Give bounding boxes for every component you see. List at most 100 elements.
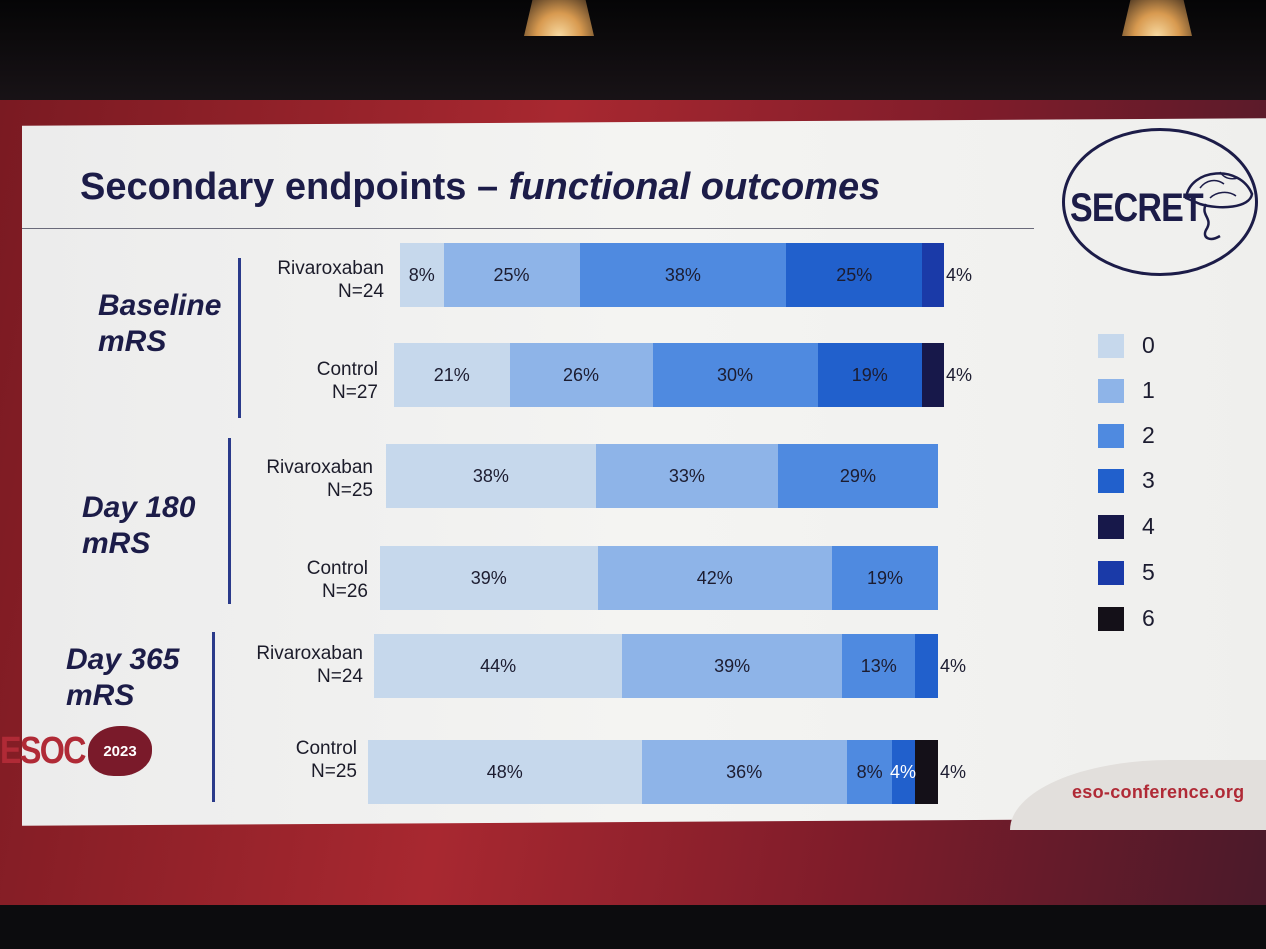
row-label: Rivaroxaban N=24 [256, 643, 363, 687]
bar-segment: 13% [842, 634, 916, 698]
data-label: 44% [480, 655, 517, 676]
bar-segment: 8% [846, 740, 893, 804]
conference-url: eso-conference.org [1072, 782, 1245, 802]
group-label-day365: Day 365 mRS [66, 643, 180, 712]
bar-segment: 19% [831, 546, 938, 610]
brain-icon [1184, 171, 1254, 241]
data-label: 30% [716, 364, 754, 385]
bar-row: 21% 26% 30% 19% [394, 343, 944, 407]
legend-item-1: 1 [1098, 377, 1155, 404]
bar-row: 44% 39% 13% [374, 634, 938, 698]
legend-item-6: 6 [1098, 605, 1155, 632]
bar-segment: 30% [652, 343, 818, 407]
legend-swatch-6 [1098, 606, 1124, 631]
group-bracket-baseline [238, 258, 241, 418]
bar-segment [915, 634, 938, 698]
legend-label-4: 4 [1142, 513, 1155, 539]
bar-segment [922, 343, 944, 407]
row-label: Control N=27 [316, 359, 378, 403]
legend-label-6: 6 [1142, 605, 1155, 631]
legend-item-5: 5 [1098, 559, 1155, 586]
row-label: Rivaroxaban N=24 [277, 258, 384, 302]
room-ceiling [0, 0, 1266, 110]
legend-label-2: 2 [1142, 422, 1155, 448]
legend-item-2: 2 [1098, 422, 1155, 449]
bar-segment: 19% [817, 343, 922, 407]
data-label: 21% [433, 364, 470, 385]
bar-segment [922, 243, 944, 307]
row-label: Rivaroxaban N=25 [266, 457, 373, 501]
legend-swatch-1 [1098, 378, 1124, 403]
bar-segment: 44% [374, 634, 623, 698]
legend-item-4: 4 [1098, 513, 1155, 540]
legend-swatch-4 [1098, 514, 1124, 539]
legend-item-3: 3 [1098, 467, 1155, 494]
bar-segment [892, 740, 916, 804]
data-label: 13% [860, 655, 897, 676]
bar-row: 48% 36% 8% [368, 740, 938, 804]
data-label: 39% [470, 567, 507, 588]
bar-segment: 25% [443, 243, 580, 307]
data-label-outside: 4% [940, 762, 967, 782]
bar-segment: 42% [597, 546, 832, 610]
data-label: 36% [726, 761, 763, 782]
data-label: 38% [472, 465, 509, 486]
data-label: 25% [836, 264, 873, 285]
bar-segment: 29% [777, 444, 938, 508]
row-label: Control N=25 [295, 738, 357, 782]
data-label: 48% [486, 761, 523, 782]
data-label: 25% [493, 264, 530, 285]
bar-segment: 39% [622, 634, 843, 698]
bar-segment: 38% [579, 243, 787, 307]
esoc-logo-badge: 2023 [88, 726, 152, 776]
slide-title-main: Secondary endpoints – [80, 166, 509, 208]
legend-label-0: 0 [1142, 332, 1155, 358]
bar-segment: 38% [386, 444, 596, 508]
data-label-outside: 4% [946, 365, 973, 385]
legend-swatch-0 [1098, 333, 1124, 358]
slide-title-italic: functional outcomes [508, 166, 881, 208]
legend-swatch-2 [1098, 423, 1124, 448]
data-label-outside: 4% [890, 762, 917, 782]
group-label-baseline: Baseline mRS [98, 289, 222, 358]
bar-row: 39% 42% 19% [380, 546, 938, 610]
bar-segment: 33% [595, 444, 778, 508]
data-label: 42% [696, 567, 733, 588]
legend-label-3: 3 [1142, 467, 1155, 493]
bar-segment: 26% [509, 343, 653, 407]
secret-logo [1062, 128, 1258, 276]
data-label-outside: 4% [946, 265, 973, 285]
bar-segment: 21% [394, 343, 510, 407]
slide-title: Secondary endpoints – functional outcome… [80, 166, 880, 209]
data-label: 33% [668, 465, 705, 486]
legend-swatch-5 [1098, 560, 1124, 585]
data-label: 39% [714, 655, 751, 676]
legend-label-5: 5 [1142, 559, 1155, 585]
bar-segment: 25% [786, 243, 923, 307]
bar-segment: 36% [641, 740, 847, 804]
data-label: 19% [851, 364, 888, 385]
secret-logo-text: SECRET [1070, 186, 1204, 230]
group-label-day180: Day 180 mRS [82, 491, 196, 560]
bar-segment: 8% [400, 243, 444, 307]
bar-row: 38% 33% 29% [386, 444, 938, 508]
bar-segment: 39% [380, 546, 598, 610]
row-label: Control N=26 [306, 558, 368, 602]
legend-label-1: 1 [1142, 377, 1155, 403]
group-bracket-day365 [212, 632, 215, 802]
stage-floor [0, 905, 1266, 949]
title-divider [22, 228, 1034, 229]
group-bracket-day180 [228, 438, 231, 604]
data-label: 26% [562, 364, 600, 385]
ceiling-lamp-right [1122, 0, 1192, 36]
data-label-outside: 4% [940, 656, 967, 676]
data-label: 29% [839, 465, 876, 486]
esoc-logo-text: ESOC [0, 730, 86, 772]
data-label: 38% [664, 264, 701, 285]
esoc-year: 2023 [103, 742, 137, 760]
bar-segment: 48% [368, 740, 642, 804]
data-label: 8% [408, 264, 435, 285]
data-label: 8% [856, 761, 883, 782]
ceiling-lamp-left [524, 0, 594, 36]
bar-segment [915, 740, 938, 804]
